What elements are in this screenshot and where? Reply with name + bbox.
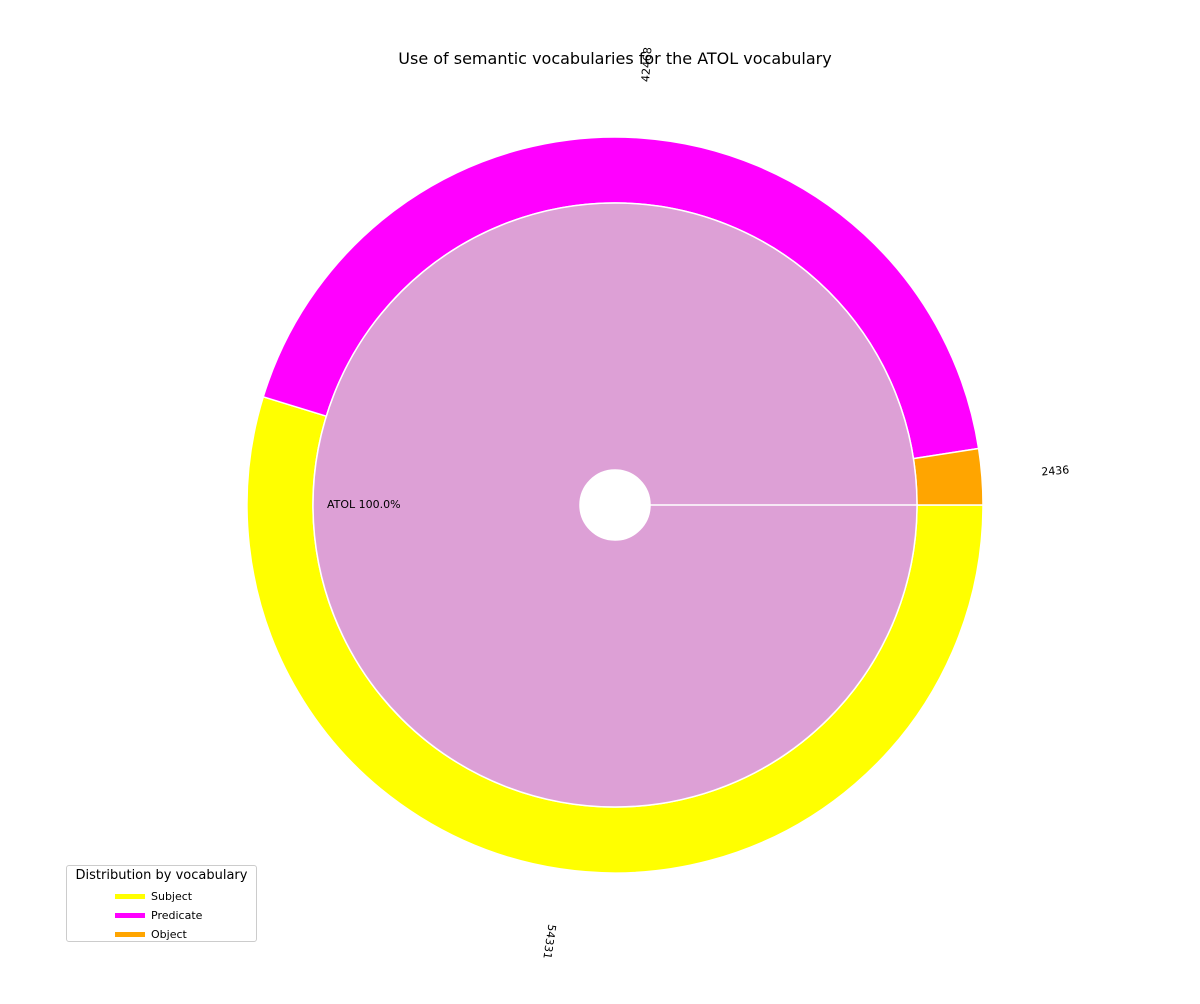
legend-entry-predicate: Predicate — [115, 906, 202, 924]
inner-ring — [312, 202, 918, 808]
legend-label-object: Object — [151, 927, 187, 941]
outer-slice-label-object: 2436 — [1041, 463, 1070, 478]
legend-entry-object: Object — [115, 925, 187, 943]
legend-label-predicate: Predicate — [151, 908, 203, 922]
legend-swatch-subject — [115, 893, 145, 899]
inner-slice-atol — [312, 202, 918, 808]
outer-slice-label-predicate: 42468 — [639, 47, 654, 83]
legend-title: Distribution by vocabulary — [75, 868, 248, 883]
outer-slice-label-subject: 54331 — [540, 923, 558, 960]
chart-title: Use of semantic vocabularies for the ATO… — [398, 49, 831, 68]
legend-label-subject: Subject — [151, 889, 193, 903]
outer-labels: 54331 42468 2436 — [540, 47, 1069, 960]
legend-swatch-predicate — [115, 912, 145, 918]
inner-slice-label: ATOL 100.0% — [327, 498, 401, 511]
outer-slice-object — [912, 447, 984, 506]
legend-entry-subject: Subject — [115, 887, 192, 905]
legend: Distribution by vocabulary Subject Predi… — [66, 865, 257, 942]
legend-swatch-object — [115, 931, 145, 937]
